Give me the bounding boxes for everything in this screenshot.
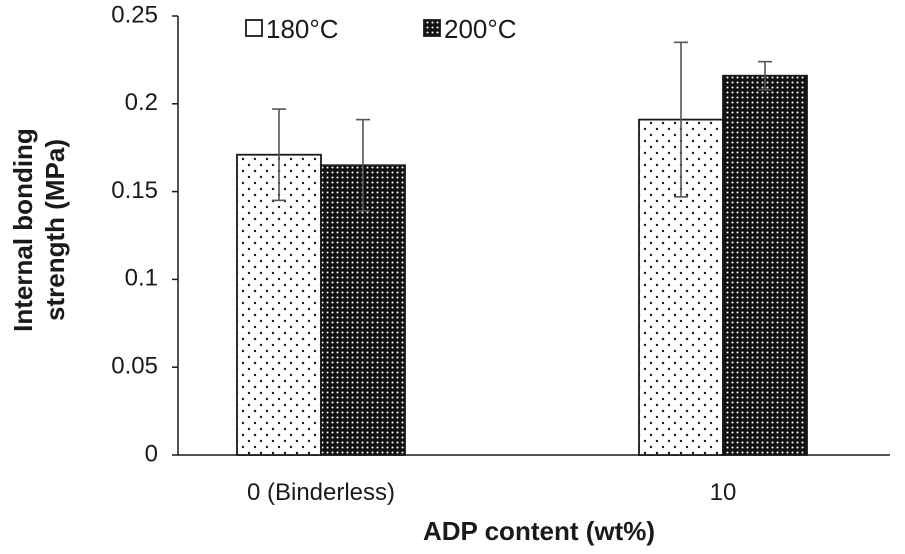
y-tick-label: 0.05 [111,353,158,380]
error-bar [272,108,286,202]
legend: 180°C 200°C [245,14,517,44]
y-axis-ticks: 0 0.05 0.1 0.15 0.2 0.25 [111,1,158,467]
bar-200c-1 [722,74,808,456]
error-bar [758,60,772,91]
y-tick-label: 0.15 [111,177,158,204]
y-axis-title-line1: Internal bonding [8,128,38,332]
legend-swatch-180 [245,19,263,37]
legend-swatch-200 [423,19,441,37]
error-bars-layer [272,41,772,212]
x-axis-title: ADP content (wt%) [423,516,655,546]
y-tick-marks [172,15,178,456]
bar-180c-0 [236,153,322,456]
legend-label-180: 180°C [266,14,339,44]
y-tick-label: 0.1 [125,265,158,292]
y-tick-label: 0 [145,440,158,467]
y-axis-title-line2: strength (MPa) [40,139,70,321]
legend-label-200: 200°C [444,14,517,44]
bars-layer [236,74,808,456]
y-tick-label: 0.25 [111,1,158,28]
bar-200c-0 [320,164,406,456]
error-bar [674,41,688,198]
error-bar [356,118,370,212]
x-category-label: 10 [710,479,737,506]
x-category-label: 0 (Binderless) [247,479,395,506]
y-tick-label: 0.2 [125,89,158,116]
